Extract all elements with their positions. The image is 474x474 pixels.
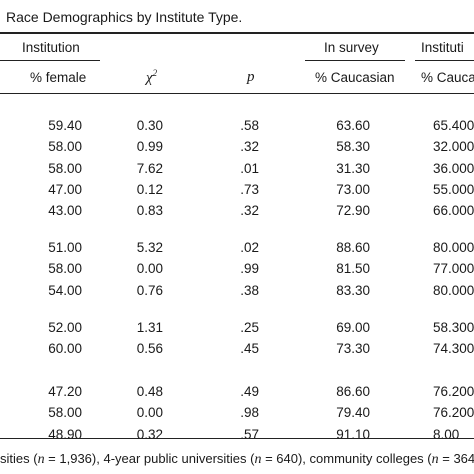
cell-chi-square: 1.31 [136, 320, 163, 335]
cell-p-value: .45 [240, 341, 259, 357]
cell-p-value: .25 [240, 320, 259, 335]
cell-chi-square: 0.30 [136, 118, 163, 133]
header-bottom-rule [0, 93, 474, 94]
cell-female: 60.00 [48, 341, 82, 357]
cell-p-value: .01 [240, 160, 259, 176]
cell-female: 58.00 [48, 405, 82, 421]
cell-female: 59.40 [48, 118, 82, 133]
cell-caucasian: 58.30 [336, 139, 370, 155]
cell-chi-square: 7.62 [136, 160, 163, 176]
header-p: p [247, 69, 255, 85]
header-female: % female [30, 70, 87, 85]
cell-p-value: .57 [240, 426, 259, 442]
cell-institution-caucasian: 80.000 [433, 240, 474, 255]
cell-caucasian: 72.90 [336, 203, 370, 219]
cell-p-value: .99 [240, 261, 259, 277]
cell-caucasian: 73.00 [336, 181, 370, 197]
cell-caucasian: 91.10 [336, 426, 370, 442]
cell-institution-caucasian: 77.000 [433, 261, 474, 277]
cell-p-value: .32 [240, 203, 259, 219]
institution-right-group-rule [415, 60, 474, 61]
cell-female: 47.00 [48, 181, 82, 197]
cell-chi-square: 0.32 [136, 426, 163, 442]
header-group-institution-right: Instituti [421, 40, 464, 55]
cell-female: 58.00 [48, 139, 82, 155]
cell-caucasian: 31.30 [336, 160, 370, 176]
cell-p-value: .49 [240, 384, 259, 399]
top-rule [0, 32, 474, 34]
cell-chi-square: 0.48 [136, 384, 163, 399]
header-group-institution: Institution [22, 40, 80, 55]
header-caucasian: % Caucasian [315, 70, 395, 85]
cell-p-value: .98 [240, 405, 259, 421]
cell-caucasian: 73.30 [336, 341, 370, 357]
cell-female: 58.00 [48, 160, 82, 176]
cell-chi-square: 0.12 [136, 181, 163, 197]
cell-institution-caucasian: 8.00 [433, 426, 460, 442]
cell-chi-square: 0.76 [136, 282, 163, 298]
cell-female: 43.00 [48, 203, 82, 219]
cell-caucasian: 81.50 [336, 261, 370, 277]
cell-female: 48.90 [48, 426, 82, 442]
cell-p-value: .02 [240, 240, 259, 255]
cell-female: 47.20 [48, 384, 82, 399]
cell-caucasian: 86.60 [336, 384, 370, 399]
cell-p-value: .32 [240, 139, 259, 155]
cell-institution-caucasian: 58.300 [433, 320, 474, 335]
cell-chi-square: 0.56 [136, 341, 163, 357]
cell-institution-caucasian: 36.000 [433, 160, 474, 176]
cell-caucasian: 79.40 [336, 405, 370, 421]
header-group-in-survey: In survey [324, 40, 379, 55]
header-chi-square: χ2 [146, 68, 158, 86]
cell-female: 58.00 [48, 261, 82, 277]
cell-caucasian: 69.00 [336, 320, 370, 335]
cell-female: 54.00 [48, 282, 82, 298]
header-caucasian-right: % Caucas [421, 70, 474, 85]
cell-female: 51.00 [48, 240, 82, 255]
cell-institution-caucasian: 74.300 [433, 341, 474, 357]
cell-chi-square: 0.00 [136, 405, 163, 421]
cell-chi-square: 0.83 [136, 203, 163, 219]
cell-chi-square: 5.32 [136, 240, 163, 255]
table-caption: Race Demographics by Institute Type. [6, 9, 243, 25]
cell-p-value: .58 [240, 118, 259, 133]
cell-caucasian: 88.60 [336, 240, 370, 255]
cell-caucasian: 63.60 [336, 118, 370, 133]
cell-chi-square: 0.00 [136, 261, 163, 277]
cell-female: 52.00 [48, 320, 82, 335]
table-note: sities (n = 1,936), 4-year public univer… [0, 451, 474, 467]
bottom-rule [0, 438, 474, 439]
cell-institution-caucasian: 32.000 [433, 139, 474, 155]
cell-institution-caucasian: 65.400 [433, 118, 474, 133]
cell-chi-square: 0.99 [136, 139, 163, 155]
institution-group-rule [0, 60, 100, 61]
cell-institution-caucasian: 80.000 [433, 282, 474, 298]
cell-institution-caucasian: 66.000 [433, 203, 474, 219]
cell-institution-caucasian: 76.200 [433, 384, 474, 399]
cell-institution-caucasian: 55.000 [433, 181, 474, 197]
cell-p-value: .38 [240, 282, 259, 298]
cell-caucasian: 83.30 [336, 282, 370, 298]
in-survey-group-rule [305, 60, 405, 61]
cell-p-value: .73 [240, 181, 259, 197]
cell-institution-caucasian: 76.200 [433, 405, 474, 421]
